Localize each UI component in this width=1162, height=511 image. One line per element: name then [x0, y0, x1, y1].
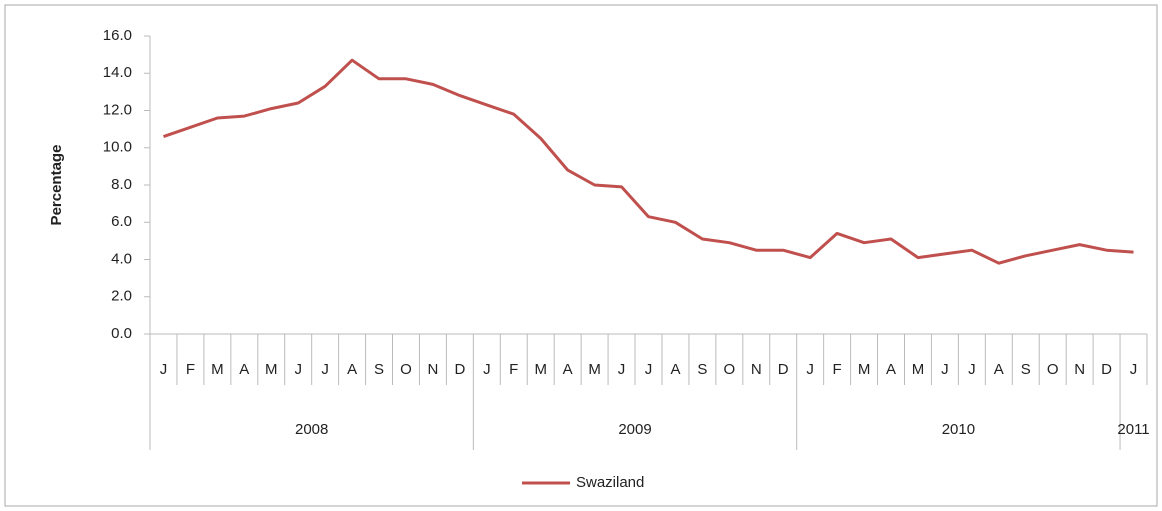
- x-tick-label: J: [1130, 361, 1138, 378]
- x-tick-label: M: [534, 361, 547, 378]
- x-tick-label: J: [941, 361, 949, 378]
- x-tick-label: J: [645, 361, 653, 378]
- x-tick-label: J: [968, 361, 976, 378]
- x-tick-label: M: [265, 361, 278, 378]
- x-tick-label: M: [211, 361, 224, 378]
- x-tick-label: F: [186, 361, 195, 378]
- year-label: 2009: [618, 421, 651, 438]
- x-tick-label: J: [160, 361, 168, 378]
- year-label: 2008: [295, 421, 328, 438]
- x-tick-label: M: [858, 361, 871, 378]
- x-tick-label: A: [563, 361, 573, 378]
- x-tick-label: A: [670, 361, 680, 378]
- x-tick-label: A: [239, 361, 249, 378]
- y-axis-title: Percentage: [48, 145, 65, 226]
- year-label: 2011: [1117, 421, 1149, 438]
- x-tick-label: O: [724, 361, 736, 378]
- y-tick-label: 2.0: [111, 288, 132, 305]
- x-tick-label: S: [1021, 361, 1031, 378]
- x-tick-label: J: [483, 361, 491, 378]
- y-tick-label: 12.0: [103, 101, 132, 118]
- y-tick-label: 0.0: [111, 325, 132, 342]
- y-tick-label: 6.0: [111, 213, 132, 230]
- x-tick-label: A: [347, 361, 357, 378]
- x-tick-label: D: [1101, 361, 1112, 378]
- x-tick-label: J: [321, 361, 329, 378]
- x-tick-label: N: [751, 361, 762, 378]
- x-tick-label: J: [806, 361, 814, 378]
- y-tick-label: 4.0: [111, 250, 132, 267]
- x-tick-label: M: [912, 361, 925, 378]
- y-tick-label: 14.0: [103, 64, 132, 81]
- x-tick-label: D: [778, 361, 789, 378]
- data-line: [163, 58, 1134, 265]
- x-tick-label: J: [618, 361, 626, 378]
- x-tick-label: F: [833, 361, 842, 378]
- x-tick-label: S: [697, 361, 707, 378]
- year-label: 2010: [942, 421, 975, 438]
- y-tick-label: 8.0: [111, 176, 132, 193]
- x-tick-label: J: [294, 361, 302, 378]
- x-tick-label: D: [454, 361, 465, 378]
- y-tick-label: 16.0: [103, 27, 132, 44]
- x-tick-label: F: [509, 361, 518, 378]
- legend-label: Swaziland: [576, 474, 644, 491]
- x-tick-label: O: [400, 361, 412, 378]
- x-tick-label: A: [886, 361, 896, 378]
- x-tick-label: M: [588, 361, 601, 378]
- x-tick-label: A: [994, 361, 1004, 378]
- x-tick-label: O: [1047, 361, 1059, 378]
- x-tick-label: N: [428, 361, 439, 378]
- x-tick-label: S: [374, 361, 384, 378]
- x-tick-label: N: [1074, 361, 1085, 378]
- chart-frame: [4, 4, 1158, 507]
- y-tick-label: 10.0: [103, 139, 132, 156]
